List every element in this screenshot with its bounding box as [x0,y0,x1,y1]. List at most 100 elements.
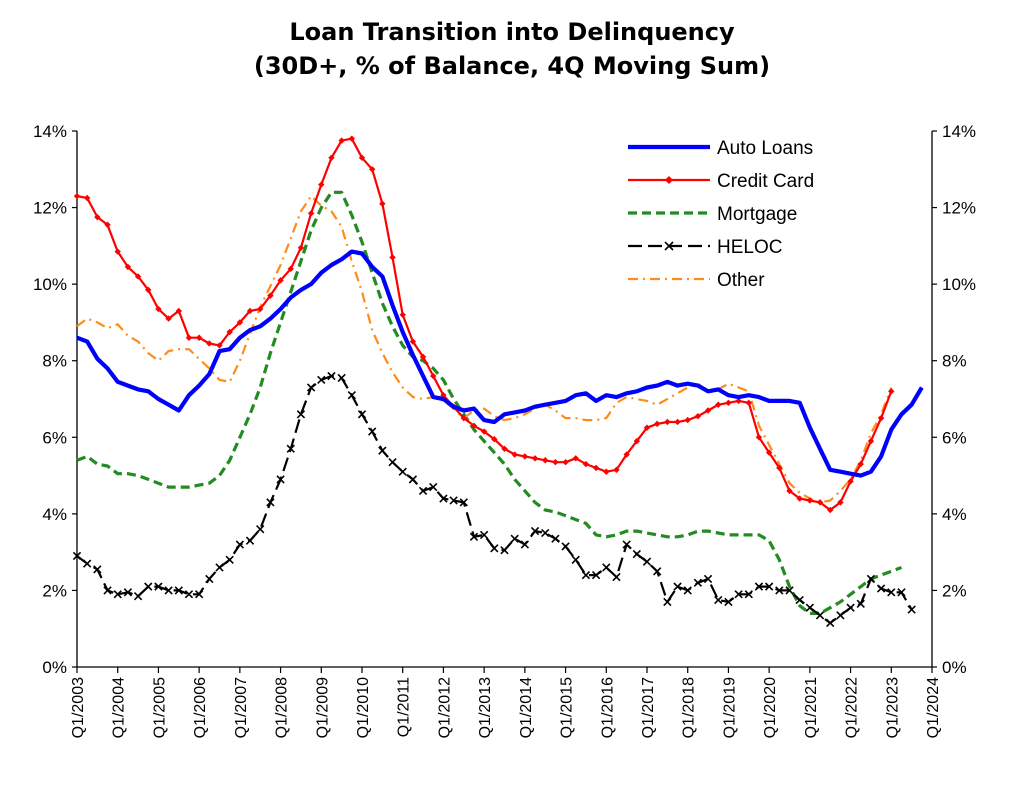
data-point-heloc [500,546,509,555]
data-point-heloc [632,549,641,559]
data-point-heloc [836,611,845,620]
data-point-heloc [205,574,214,584]
x-tick-label: Q1/2012 [436,677,453,738]
data-point-heloc [317,375,326,385]
x-tick-label: Q1/2010 [355,677,372,738]
data-point-credit-card [94,213,101,221]
data-point-credit-card [877,414,885,422]
data-point-heloc [856,599,865,608]
data-point-heloc [93,565,102,574]
data-point-heloc [327,371,336,381]
data-point-credit-card [623,451,630,458]
data-point-heloc [133,592,143,601]
data-point-credit-card [216,342,223,349]
data-point-credit-card [267,292,274,299]
data-point-credit-card [409,338,417,345]
data-point-heloc [439,494,448,503]
legend-label: Auto Loans [717,138,813,159]
data-point-heloc [754,582,764,591]
x-tick-label: Q1/2019 [721,677,738,738]
data-point-heloc [744,590,753,599]
data-point-credit-card [633,437,641,445]
data-point-credit-card [358,154,366,161]
data-point-heloc [764,582,774,591]
y-tick-label-right: 6% [942,428,967,447]
data-point-credit-card [501,445,508,452]
series-line-mortgage [76,190,903,616]
data-point-heloc [571,555,580,564]
data-point-credit-card [297,244,305,251]
series-line-other [76,195,893,504]
x-tick-label: Q1/2022 [844,677,861,738]
data-point-credit-card [114,248,121,255]
data-point-heloc [286,444,295,453]
data-point-heloc [245,536,255,545]
data-point-credit-card [226,328,233,336]
data-point-heloc [306,383,316,392]
data-point-credit-card [816,499,824,506]
data-point-credit-card [531,455,539,462]
data-point-credit-card [735,397,742,405]
y-tick-label-right: 0% [942,658,967,677]
data-point-credit-card [206,340,213,347]
data-point-heloc [653,567,662,576]
data-point-heloc [388,458,397,467]
data-point-credit-card [745,399,752,407]
x-tick-label: Q1/2008 [274,677,291,738]
data-point-credit-card [185,334,193,341]
data-point-heloc [907,605,916,614]
data-point-credit-card [430,372,437,380]
data-point-credit-card [755,434,763,441]
data-point-heloc [235,540,245,549]
data-point-credit-card [83,194,91,202]
data-point-credit-card [307,210,315,217]
y-tick-label-left: 12% [33,199,67,218]
data-point-credit-card [348,135,356,142]
y-tick-label-right: 12% [942,199,976,218]
series-line-heloc [76,374,913,625]
data-point-heloc [337,373,346,383]
y-tick-label-left: 14% [33,122,67,141]
y-tick-label-left: 4% [42,505,67,524]
data-point-heloc [683,586,692,595]
data-point-credit-card [582,460,590,468]
data-point-heloc [225,555,234,564]
data-point-credit-card [134,273,142,280]
data-point-credit-card [653,420,661,428]
data-point-heloc [184,590,194,599]
y-tick-label-right: 8% [942,352,967,371]
x-tick-label: Q1/2011 [396,677,413,737]
data-point-credit-card [145,286,152,294]
data-point-heloc [72,551,82,561]
data-point-heloc [866,574,876,584]
data-point-heloc [164,586,173,595]
data-point-credit-card [603,468,610,475]
data-point-heloc [276,475,285,484]
data-point-heloc [530,526,540,536]
data-point-credit-card [715,401,722,408]
data-point-heloc [398,467,407,476]
data-point-credit-card [664,418,671,426]
data-point-heloc [826,618,835,628]
data-point-credit-card [613,466,620,474]
data-point-credit-card [257,305,264,313]
data-point-heloc [154,582,163,591]
x-tick-label: Q1/2016 [599,677,616,738]
x-tick-label: Q1/2006 [192,677,209,738]
data-point-credit-card [155,305,162,313]
data-point-credit-card [806,497,814,504]
data-point-heloc [490,544,499,553]
data-point-heloc [581,570,591,580]
data-point-credit-card [562,458,569,466]
data-point-heloc [215,563,224,572]
x-tick-label: Q1/2013 [477,677,494,738]
data-point-heloc [591,570,601,580]
data-point-credit-card [552,458,559,466]
x-tick-label: Q1/2023 [884,677,901,738]
legend-item-auto-loans: Auto Loans [628,138,813,159]
data-point-heloc [408,475,418,484]
data-point-credit-card [572,455,579,462]
data-point-credit-card [175,307,182,315]
data-point-heloc [347,391,356,400]
x-tick-label: Q1/2004 [111,677,128,738]
